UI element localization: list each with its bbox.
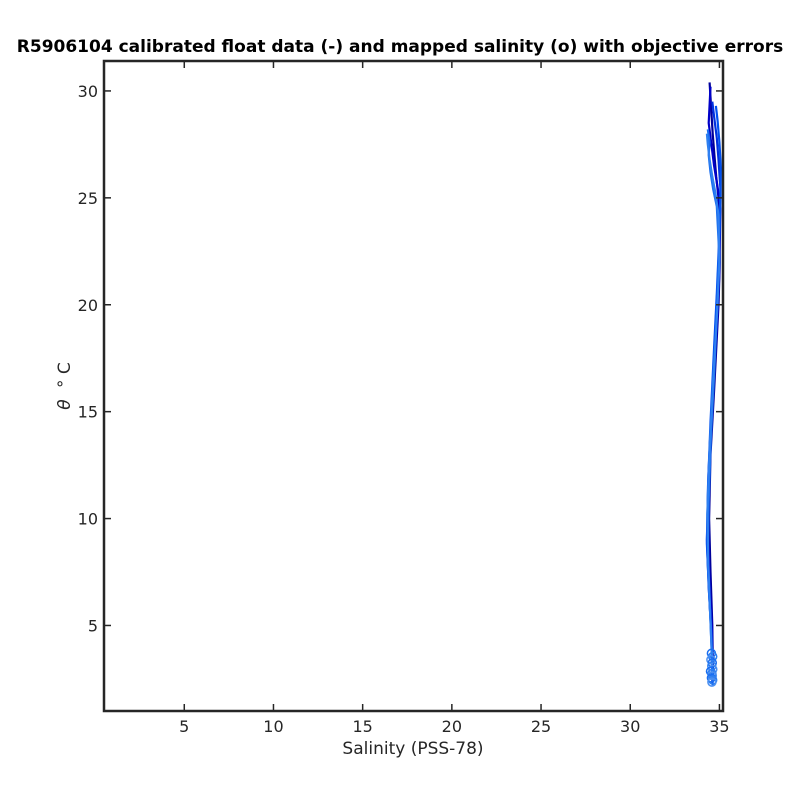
y-tick-label: 5 [88,616,98,635]
mapped-salinity-marker [708,664,718,675]
y-tick-label: 20 [78,296,98,315]
x-axis-label: Salinity (PSS-78) [342,739,483,759]
x-tick-label: 20 [442,717,462,736]
x-tick-label: 30 [620,717,640,736]
x-tick-label: 5 [179,717,189,736]
x-tick-label: 25 [531,717,551,736]
x-tick-label: 15 [352,717,372,736]
x-tick-label: 10 [263,717,283,736]
mapped-salinity-marker [707,677,717,687]
mapped-salinity-marker [706,673,717,683]
chart-title: R5906104 calibrated float data (-) and m… [17,37,783,57]
x-axis: 5 10 15 20 25 30 35 [179,61,730,736]
y-axis-label-unit: ° C [55,362,75,388]
y-axis: 5 10 15 20 25 30 [78,82,723,635]
x-tick-label: 35 [709,717,729,736]
series-line-6 [705,133,721,660]
y-axis-label-symbol: θ [55,399,75,410]
y-axis-label: θ ° C [55,362,75,410]
y-tick-label: 10 [78,510,98,529]
mapped-salinity-marker [705,666,716,677]
y-tick-label: 30 [78,82,98,101]
svg-text:θ ° C: θ ° C [55,362,75,410]
y-tick-label: 25 [78,189,98,208]
plot-frame [102,59,725,713]
y-tick-label: 15 [78,403,98,422]
plot-area [705,82,723,687]
